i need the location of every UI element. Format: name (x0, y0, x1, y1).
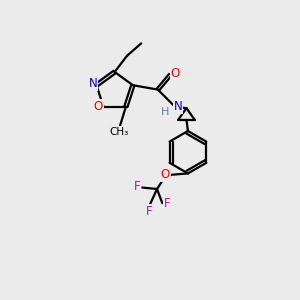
Text: N: N (88, 77, 97, 90)
Text: N: N (173, 100, 182, 113)
Text: F: F (146, 205, 152, 218)
Text: O: O (171, 67, 180, 80)
Text: H: H (160, 107, 169, 117)
Text: F: F (134, 181, 140, 194)
Text: CH₃: CH₃ (109, 127, 128, 137)
Text: O: O (160, 168, 170, 181)
Text: O: O (94, 100, 103, 113)
Text: F: F (164, 197, 171, 210)
